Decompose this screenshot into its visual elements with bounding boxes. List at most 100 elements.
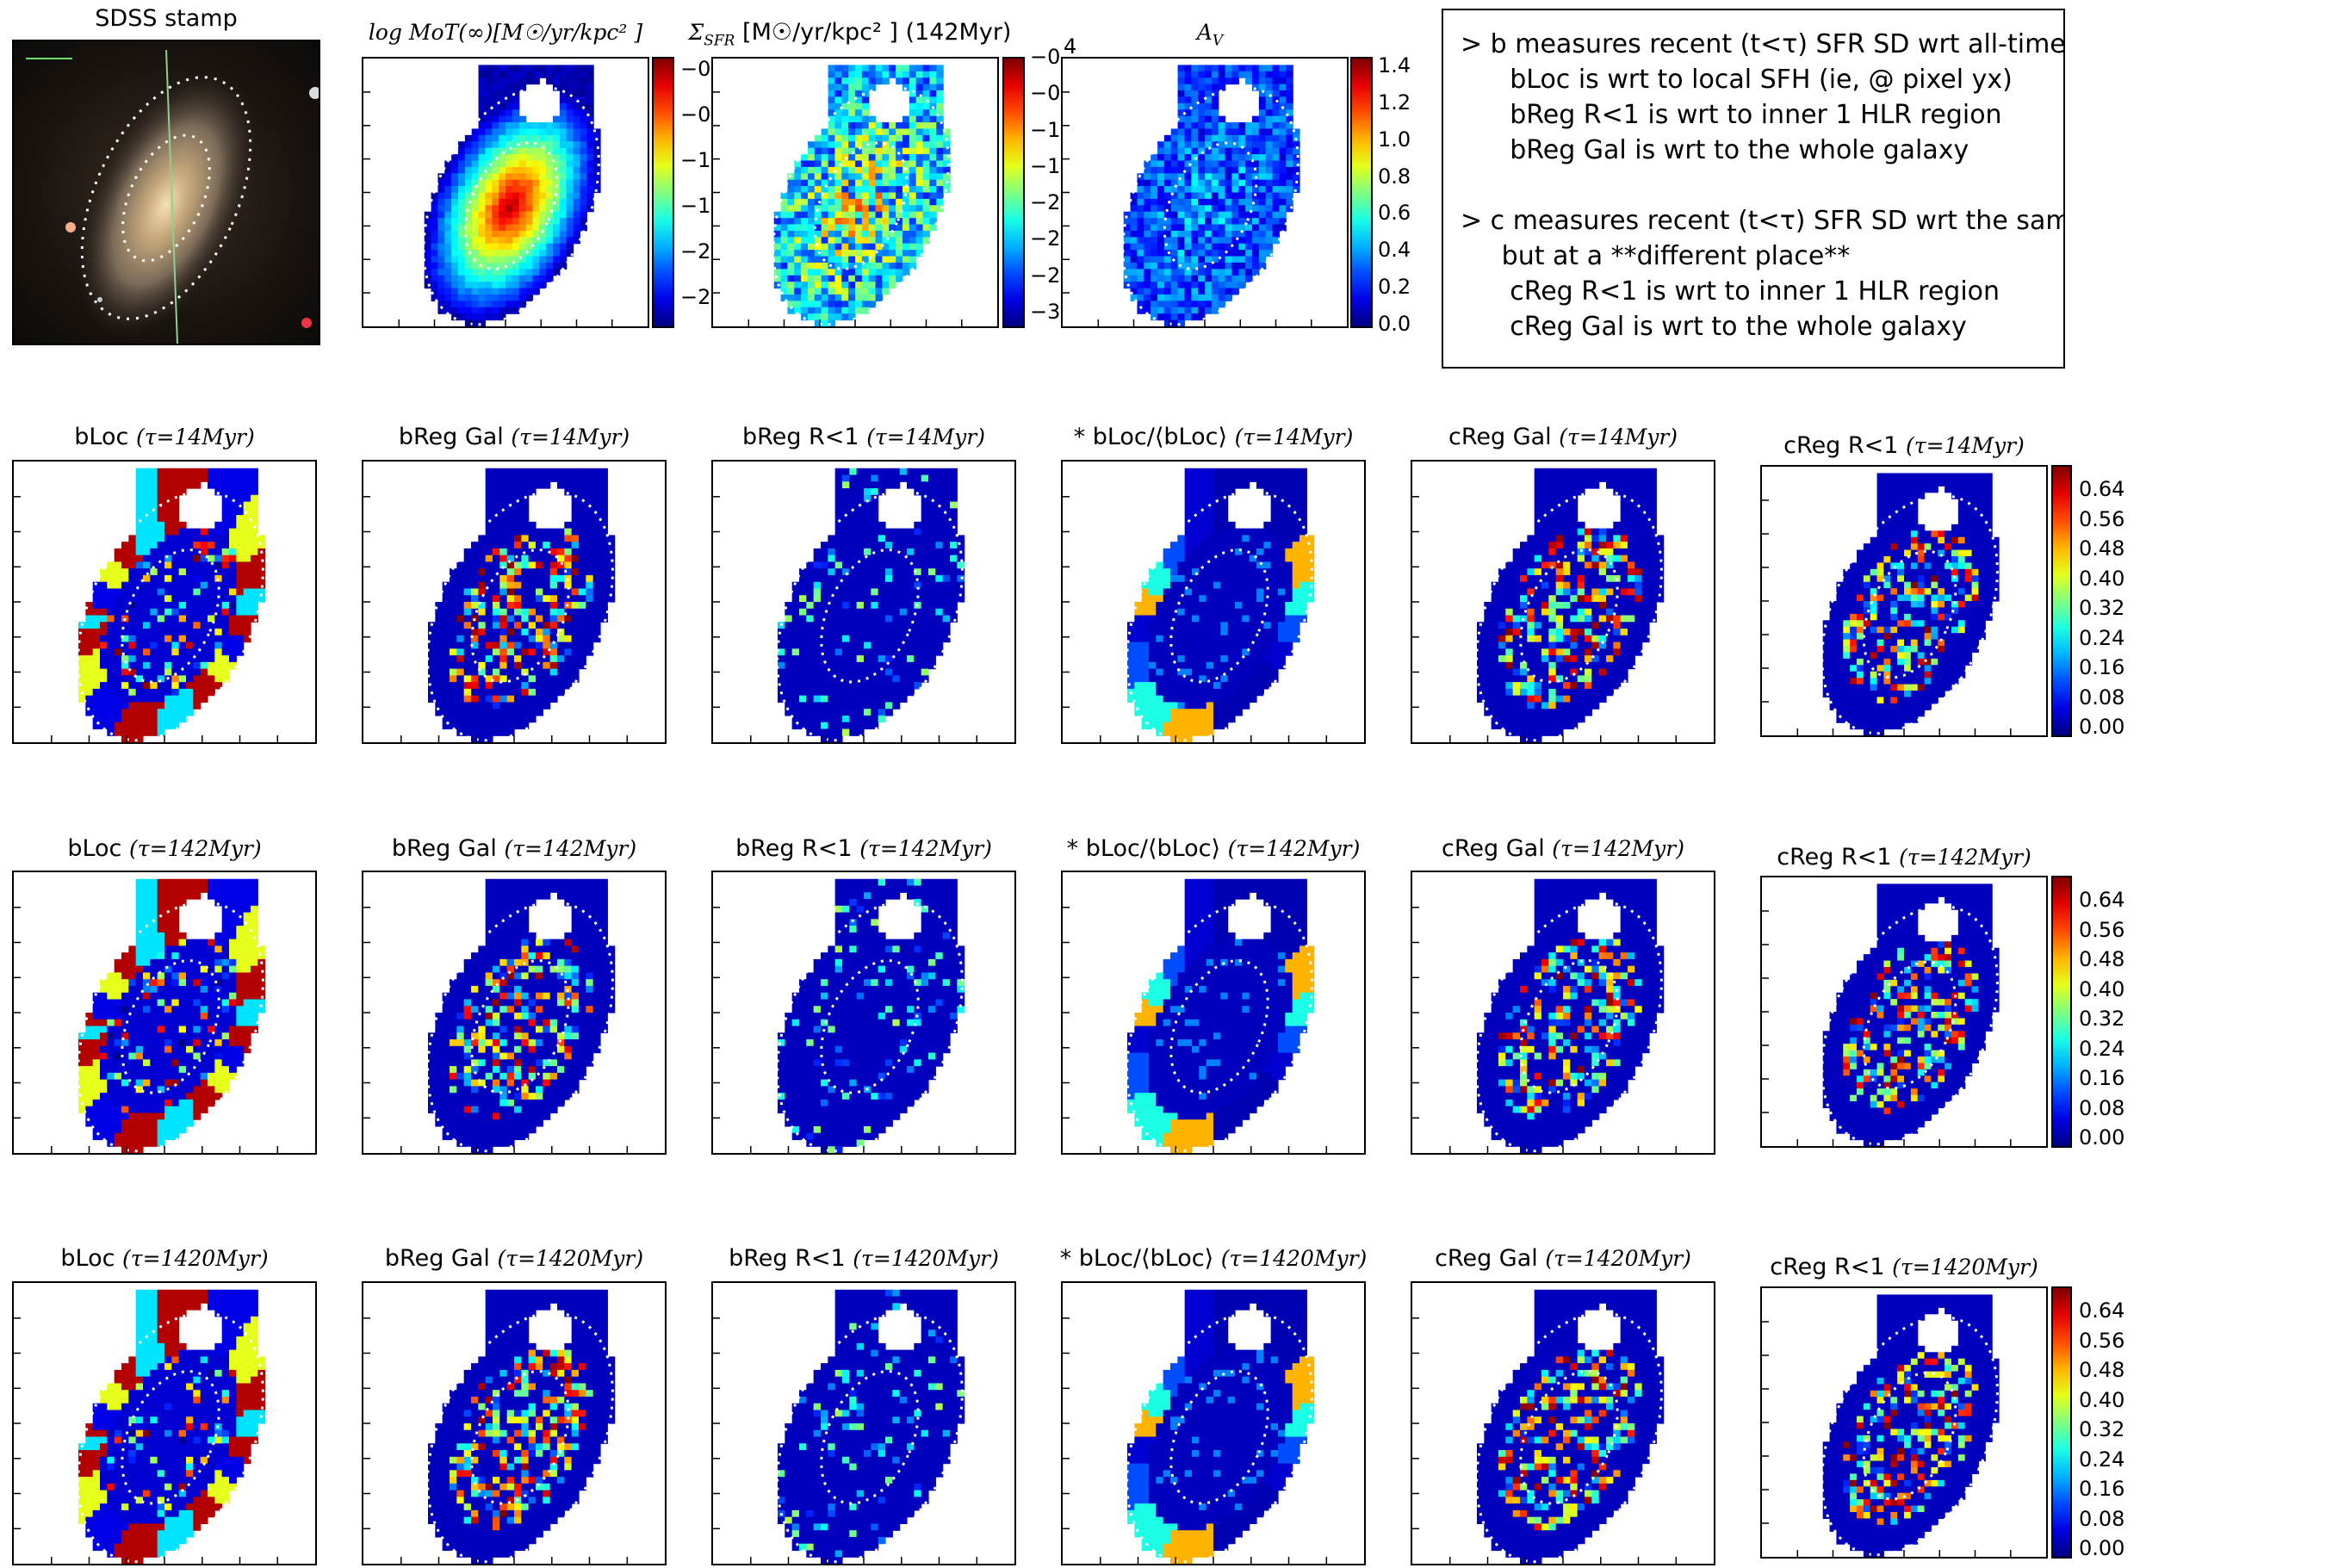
map-pixel [1198, 205, 1206, 213]
map-pixel [107, 709, 115, 716]
map-pixel [435, 668, 443, 676]
map-pixel [821, 574, 828, 583]
map-pixel [914, 635, 922, 643]
map-pixel [856, 688, 865, 697]
map-pixel [478, 262, 487, 270]
map-pixel [208, 588, 215, 596]
map-pixel [1177, 90, 1186, 98]
map-pixel [1218, 250, 1226, 257]
map-pixel [243, 555, 251, 563]
map-pixel [896, 147, 903, 155]
map-pixel [868, 179, 877, 187]
map-pixel [450, 602, 457, 610]
map-pixel [514, 488, 522, 496]
map-pixel [1258, 154, 1267, 162]
map-pixel [864, 528, 871, 536]
map-pixel [506, 508, 515, 516]
map-pixel [1191, 160, 1199, 168]
map-pixel [808, 198, 816, 206]
map-pixel [463, 615, 472, 623]
map-pixel [229, 528, 237, 536]
map-pixel [229, 515, 237, 523]
map-pixel [907, 581, 915, 590]
map-pixel [1231, 288, 1239, 295]
panel-title-tau: (τ=14Myr) [1234, 425, 1354, 449]
map-pixel [514, 501, 522, 509]
map-pixel [580, 211, 587, 219]
map-pixel [828, 282, 836, 289]
map-pixel [485, 218, 493, 226]
map-pixel [864, 588, 871, 596]
map-pixel [580, 84, 587, 91]
map-pixel [478, 574, 487, 583]
map-pixel [1245, 160, 1253, 168]
map-pixel [808, 186, 816, 194]
map-pixel [573, 166, 581, 174]
map-pixel [942, 555, 951, 563]
map-pixel [471, 555, 479, 563]
map-pixel [573, 65, 581, 72]
map-pixel [208, 574, 215, 583]
map-pixel [171, 535, 180, 542]
map-pixel [849, 588, 858, 596]
map-pixel [586, 648, 594, 656]
map-pixel [100, 675, 108, 683]
map-pixel [855, 65, 863, 72]
map-pixel [921, 602, 929, 610]
map-pixel [78, 682, 86, 690]
map-pixel [485, 574, 493, 583]
map-pixel [1286, 173, 1293, 181]
map-pixel [214, 468, 223, 476]
map-pixel [485, 608, 493, 617]
map-pixel [564, 468, 573, 476]
map-pixel [1272, 134, 1281, 142]
map-pixel [539, 250, 547, 257]
map-pixel [1134, 602, 1143, 610]
map-pixel [506, 243, 513, 251]
map-pixel [532, 275, 540, 282]
map-pixel [485, 488, 493, 496]
map-pixel [861, 122, 870, 130]
map-pixel [1272, 154, 1281, 162]
map-pixel [463, 581, 472, 590]
map-pixel [200, 661, 208, 670]
map-pixel [841, 256, 849, 263]
map-pixel [492, 224, 499, 232]
map-pixel [849, 508, 858, 516]
map-pixel [842, 535, 850, 542]
map-pixel [506, 294, 513, 301]
map-pixel [157, 682, 165, 690]
map-pixel [514, 695, 522, 703]
map-pixel [221, 568, 230, 576]
map-pixel [842, 508, 850, 516]
map-pixels [78, 468, 266, 742]
map-pixel [794, 294, 802, 301]
map-pixel [1198, 96, 1206, 104]
map-pixel [514, 622, 522, 629]
map-pixel [1163, 581, 1171, 590]
map-pixel [150, 648, 158, 656]
map-pixel [456, 615, 465, 623]
map-pixel [1170, 641, 1178, 649]
map-pixel [871, 508, 879, 516]
map-pixel [499, 501, 508, 509]
map-pixel [834, 218, 842, 226]
map-pixel [499, 702, 508, 710]
map-pixel [814, 288, 822, 295]
map-pixel [485, 262, 493, 270]
map-pixel [579, 608, 586, 617]
map-pixel [849, 695, 858, 703]
map-pixel [885, 615, 893, 623]
map-pixel [861, 109, 870, 117]
map-pixel [834, 555, 843, 563]
map-pixel [856, 722, 865, 730]
map-pixel [1192, 574, 1200, 583]
map-pixel [1198, 71, 1206, 78]
map-pixel [600, 588, 608, 596]
map-pixel [1151, 224, 1158, 232]
map-pixel [506, 186, 513, 194]
map-pixel [536, 661, 543, 670]
map-pixel [1151, 294, 1158, 301]
map-pixel [437, 186, 445, 194]
map-pixel [1225, 122, 1233, 130]
